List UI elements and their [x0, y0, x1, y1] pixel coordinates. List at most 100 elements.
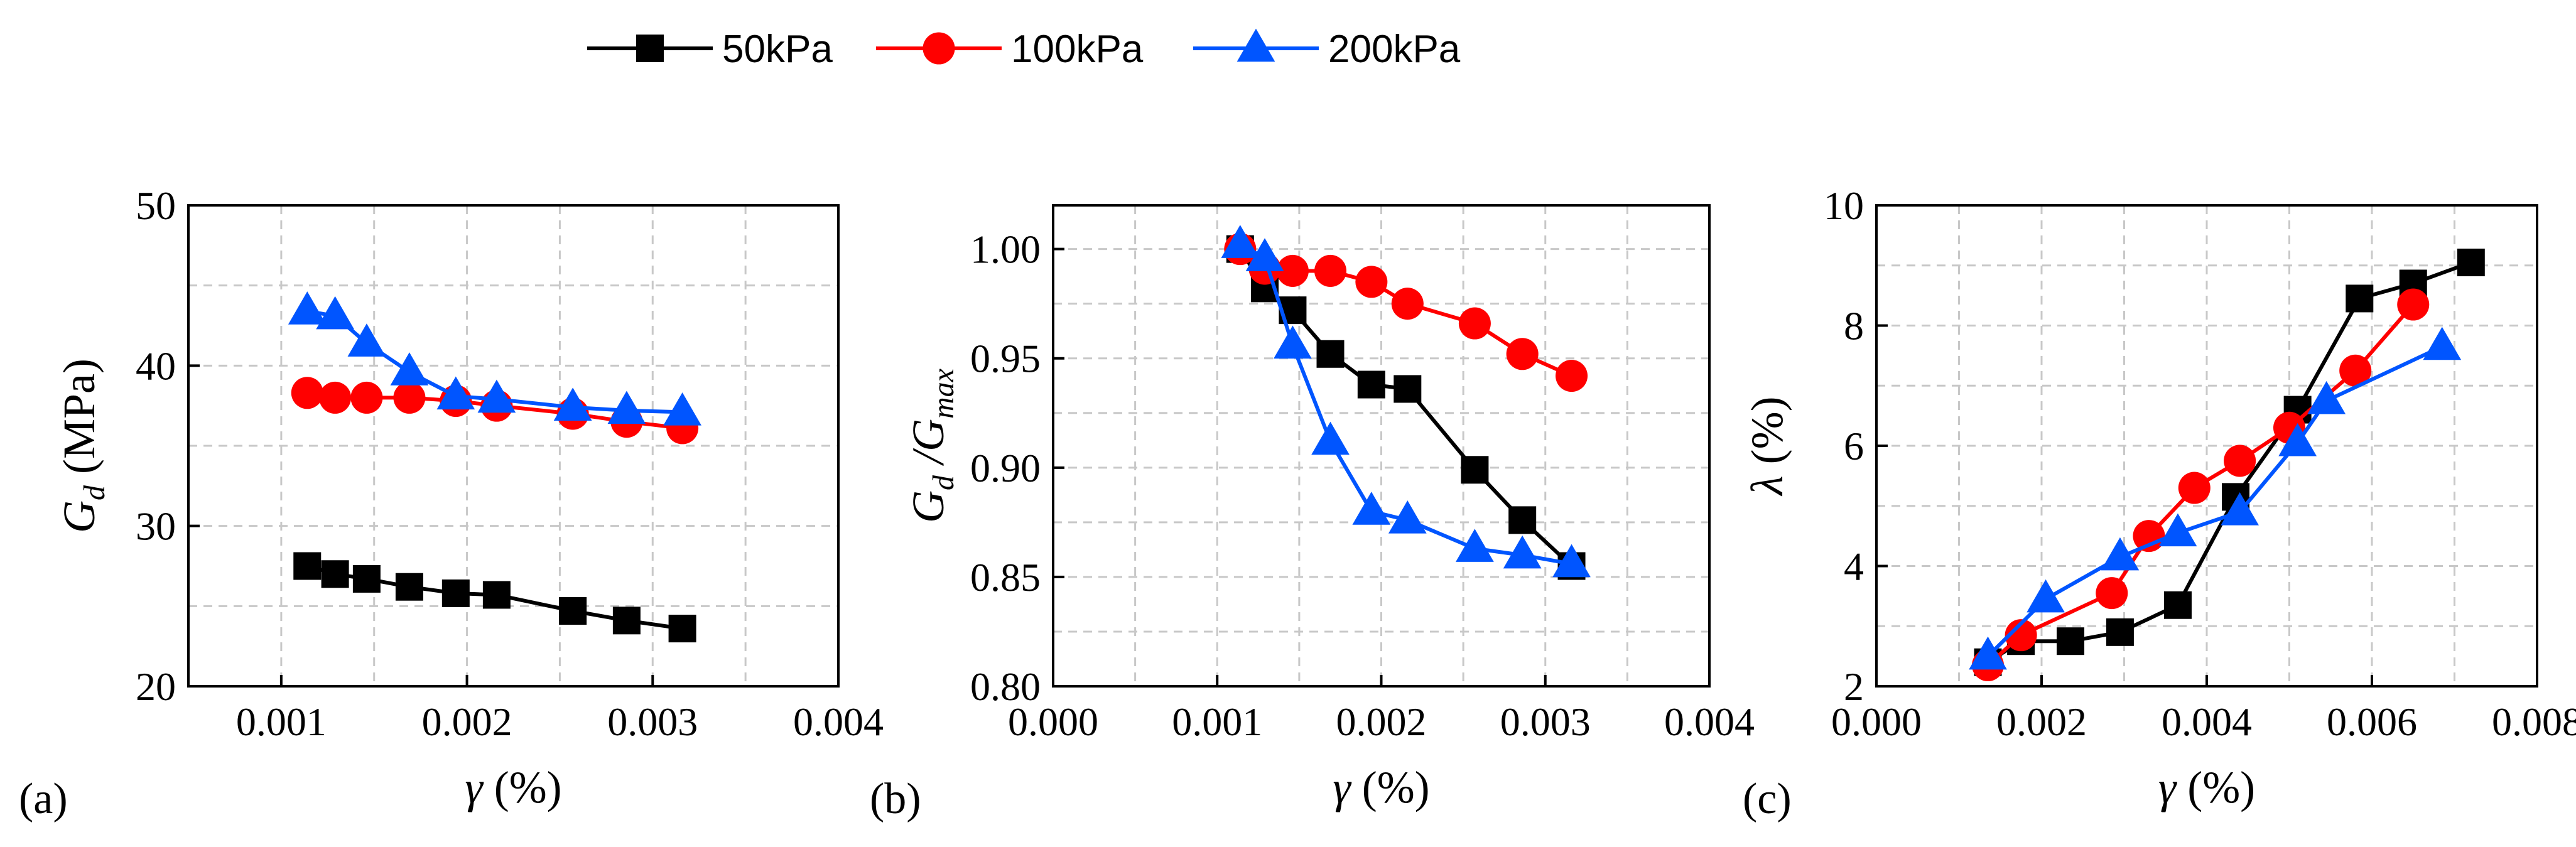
panel-c: 0.000 0.002 0.004 0.006 0.008 2 4 6 8 10 γ (%) λ (%… — [1742, 183, 2576, 823]
data-point-50kPa — [1357, 370, 1385, 399]
x-axis-label: γ (%) — [465, 762, 561, 812]
data-point-100kPa — [1391, 288, 1424, 320]
x-tick-label: 0.003 — [1500, 699, 1591, 744]
data-point-100kPa — [2133, 520, 2165, 553]
y-tick-label: 8 — [1844, 304, 1864, 348]
y-tick-label: 20 — [136, 664, 176, 709]
legend: 50kPa 100kPa 200kPa — [587, 28, 1461, 71]
data-point-50kPa — [395, 573, 423, 601]
y-axis-label: Gd /Gmax — [903, 369, 960, 523]
data-point-200kPa — [553, 387, 592, 421]
data-point-50kPa — [668, 615, 696, 643]
x-axis-label: γ (%) — [2158, 762, 2255, 812]
data-point-50kPa — [2457, 248, 2485, 276]
data-point-50kPa — [1316, 340, 1345, 368]
legend-marker-200kPa — [1237, 28, 1275, 62]
x-tick-label: 0.000 — [1831, 699, 1922, 744]
data-point-200kPa — [288, 291, 327, 325]
series-200kPa — [1969, 326, 2462, 670]
y-tick-label: 0.95 — [970, 337, 1041, 381]
data-point-100kPa — [291, 377, 323, 409]
legend-marker-100kPa — [923, 32, 955, 65]
data-point-200kPa — [1969, 636, 2007, 670]
x-tick-label: 0.003 — [607, 699, 698, 744]
ticks: 0.000 0.002 0.004 0.006 0.008 2 4 6 8 10 — [1824, 183, 2576, 744]
data-point-100kPa — [1276, 254, 1309, 287]
data-point-200kPa — [1352, 492, 1391, 525]
panel-a: 0.001 0.002 0.003 0.004 20 30 40 50 γ (%) Gd (MPa… — [19, 183, 884, 823]
data-point-50kPa — [441, 579, 470, 607]
series-100kPa — [1224, 233, 1588, 392]
data-point-50kPa — [2057, 627, 2085, 655]
data-point-100kPa — [2096, 577, 2128, 610]
data-point-100kPa — [2178, 472, 2211, 504]
data-point-50kPa — [293, 552, 322, 580]
data-point-200kPa — [316, 296, 354, 330]
x-tick-label: 0.002 — [1996, 699, 2087, 744]
data-point-50kPa — [2106, 618, 2134, 646]
x-tick-label: 0.004 — [793, 699, 884, 744]
data-point-200kPa — [1552, 544, 1591, 578]
data-point-200kPa — [2027, 579, 2065, 613]
x-tick-label: 0.002 — [1336, 699, 1427, 744]
x-tick-label: 0.002 — [422, 699, 512, 744]
y-tick-label: 0.90 — [970, 446, 1041, 490]
y-tick-label: 0.80 — [970, 664, 1041, 709]
data-point-50kPa — [2163, 591, 2192, 619]
y-axis-label: Gd (MPa) — [54, 359, 111, 533]
y-tick-label: 0.85 — [970, 555, 1041, 600]
data-point-100kPa — [2397, 288, 2430, 321]
y-tick-label: 40 — [136, 343, 176, 388]
grid — [188, 205, 838, 686]
data-point-200kPa — [1456, 529, 1494, 562]
data-point-200kPa — [1245, 238, 1284, 271]
panel-label: (a) — [19, 775, 68, 823]
data-point-100kPa — [2005, 619, 2037, 652]
data-point-100kPa — [1458, 307, 1491, 340]
data-point-200kPa — [2307, 380, 2346, 414]
x-tick-label: 0.008 — [2492, 699, 2576, 744]
data-point-200kPa — [663, 392, 701, 426]
data-point-100kPa — [1506, 338, 1539, 370]
data-point-50kPa — [1394, 375, 1422, 403]
data-point-200kPa — [436, 376, 475, 410]
panel-label: (b) — [870, 775, 921, 823]
data-point-200kPa — [1503, 535, 1542, 569]
data-point-100kPa — [393, 381, 426, 414]
legend-label-100kPa: 100kPa — [1011, 28, 1144, 71]
legend-marker-50kPa — [636, 35, 664, 62]
y-tick-label: 1.00 — [970, 227, 1041, 272]
series-line-50kPa — [1986, 261, 2472, 664]
x-tick-label: 0.004 — [1664, 699, 1755, 744]
data-point-200kPa — [347, 323, 386, 357]
ticks: 0.001 0.002 0.003 0.004 20 30 40 50 — [136, 183, 884, 744]
x-tick-label: 0.004 — [2162, 699, 2252, 744]
data-point-200kPa — [1221, 225, 1260, 258]
panel-label: (c) — [1743, 775, 1792, 823]
x-tick-label: 0.000 — [1008, 699, 1098, 744]
series-200kPa — [1221, 225, 1591, 578]
data-point-200kPa — [2423, 326, 2462, 360]
y-tick-label: 10 — [1824, 183, 1864, 228]
y-tick-label: 50 — [136, 183, 176, 228]
data-point-50kPa — [1461, 456, 1489, 484]
data-point-200kPa — [2221, 492, 2259, 526]
plot-frame — [187, 204, 840, 688]
x-tick-label: 0.001 — [1172, 699, 1262, 744]
data-point-200kPa — [2101, 537, 2140, 571]
x-axis-label: γ (%) — [1333, 762, 1429, 812]
data-point-100kPa — [2339, 354, 2372, 387]
data-point-100kPa — [1556, 360, 1588, 392]
data-point-100kPa — [319, 381, 352, 414]
y-tick-label: 4 — [1844, 544, 1864, 589]
data-point-50kPa — [2346, 284, 2374, 313]
legend-label-50kPa: 50kPa — [722, 28, 833, 71]
x-tick-label: 0.001 — [236, 699, 327, 744]
y-tick-label: 2 — [1844, 664, 1864, 709]
data-point-100kPa — [1314, 254, 1347, 287]
x-tick-label: 0.006 — [2327, 699, 2417, 744]
data-point-200kPa — [390, 352, 429, 386]
data-point-50kPa — [559, 596, 587, 625]
data-point-200kPa — [2158, 513, 2197, 547]
